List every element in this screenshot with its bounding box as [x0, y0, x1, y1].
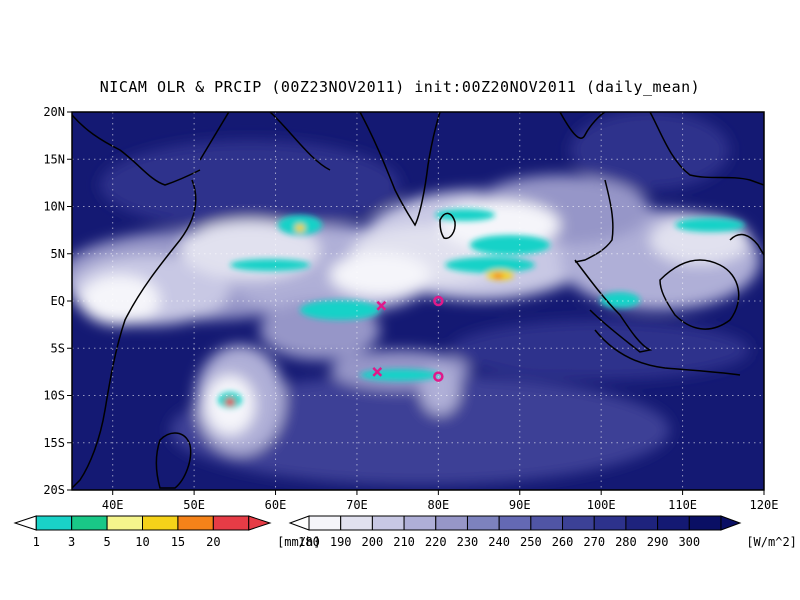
legend-label: 230 — [457, 535, 479, 549]
legend-label: 180 — [298, 535, 320, 549]
lon-tick-label: 120E — [750, 498, 779, 512]
coastlines — [72, 112, 764, 489]
legend-label: 280 — [615, 535, 637, 549]
lat-axis: 20N 15N 10N 5N EQ 5S 10S 15S 20S — [43, 105, 72, 497]
map-title: NICAM OLR & PRCIP (00Z23NOV2011) init:00… — [99, 78, 701, 96]
legend-label: 5 — [103, 535, 110, 549]
storm-x-marker — [372, 366, 383, 377]
lat-tick-label: 20S — [43, 483, 65, 497]
lat-tick-label: 10S — [43, 389, 65, 403]
lon-tick-label: 110E — [668, 498, 697, 512]
lat-tick-label: 15N — [43, 152, 65, 166]
legend-swatch — [466, 515, 500, 531]
legend-swatch — [435, 515, 468, 531]
legend-label: 260 — [552, 535, 574, 549]
lon-tick-label: 50E — [183, 498, 205, 512]
legend-swatch — [498, 515, 532, 531]
legend-label: 10 — [135, 535, 149, 549]
olr-field — [72, 112, 764, 490]
lon-tick-label: 60E — [265, 498, 287, 512]
legend-swatch — [371, 515, 405, 531]
storm-x-marker — [376, 300, 387, 311]
legend-unit: [W/m^2] — [746, 535, 797, 549]
legend-label: 270 — [583, 535, 605, 549]
legend-label: 190 — [330, 535, 352, 549]
lon-axis: 40E 50E 60E 70E 80E 90E 100E 110E 120E — [102, 490, 779, 512]
legend-swatch — [308, 515, 342, 531]
lat-tick-label: 10N — [43, 200, 65, 214]
legend-label: 20 — [206, 535, 220, 549]
legend-swatch — [593, 515, 627, 531]
storm-circle-marker — [433, 295, 444, 307]
legend-swatch — [177, 515, 214, 531]
legend-swatch — [403, 515, 437, 531]
legend-swatch — [212, 515, 250, 531]
legend-label: 290 — [647, 535, 669, 549]
legend-swatch — [340, 515, 373, 531]
precip-legend: 1 3 5 10 15 20 [mm/h] — [13, 515, 320, 549]
storm-circle-marker — [433, 371, 444, 382]
legend-label: 220 — [425, 535, 447, 549]
markers — [372, 295, 444, 382]
lat-tick-label: 15S — [43, 436, 65, 450]
legend-right-arrow — [720, 515, 742, 531]
lon-tick-label: 70E — [346, 498, 368, 512]
legend-swatch — [562, 515, 595, 531]
legend-label: 250 — [520, 535, 542, 549]
lat-tick-label: 5N — [51, 247, 65, 261]
legend-label: 200 — [362, 535, 384, 549]
legend-unit: [mm/h] — [277, 535, 320, 549]
legend-label: 210 — [393, 535, 415, 549]
legend-swatch — [106, 515, 144, 531]
legend-left-arrow — [13, 515, 37, 531]
legend-right-arrow — [248, 515, 272, 531]
legend-swatch — [142, 515, 179, 531]
legend-label: 300 — [678, 535, 700, 549]
lon-tick-label: 40E — [102, 498, 124, 512]
legend-label: 3 — [68, 535, 75, 549]
legend-swatch — [530, 515, 564, 531]
legend-swatch — [35, 515, 73, 531]
olr-legend: 180 190 200 210 220 230 240 250 260 270 280 290 300 [… — [288, 515, 797, 549]
legend-label: 1 — [33, 535, 40, 549]
lat-tick-label: 5S — [51, 341, 65, 355]
legend-label: 15 — [171, 535, 185, 549]
lon-tick-label: 80E — [428, 498, 450, 512]
lon-tick-label: 90E — [509, 498, 531, 512]
legend-swatch — [625, 515, 659, 531]
legend-left-arrow — [288, 515, 310, 531]
legend-label: 240 — [488, 535, 510, 549]
legend-swatch — [71, 515, 108, 531]
legend-swatch — [657, 515, 690, 531]
lon-tick-label: 100E — [587, 498, 616, 512]
lat-tick-label: 20N — [43, 105, 65, 119]
legend-swatch — [688, 515, 722, 531]
lat-tick-label: EQ — [51, 294, 65, 308]
